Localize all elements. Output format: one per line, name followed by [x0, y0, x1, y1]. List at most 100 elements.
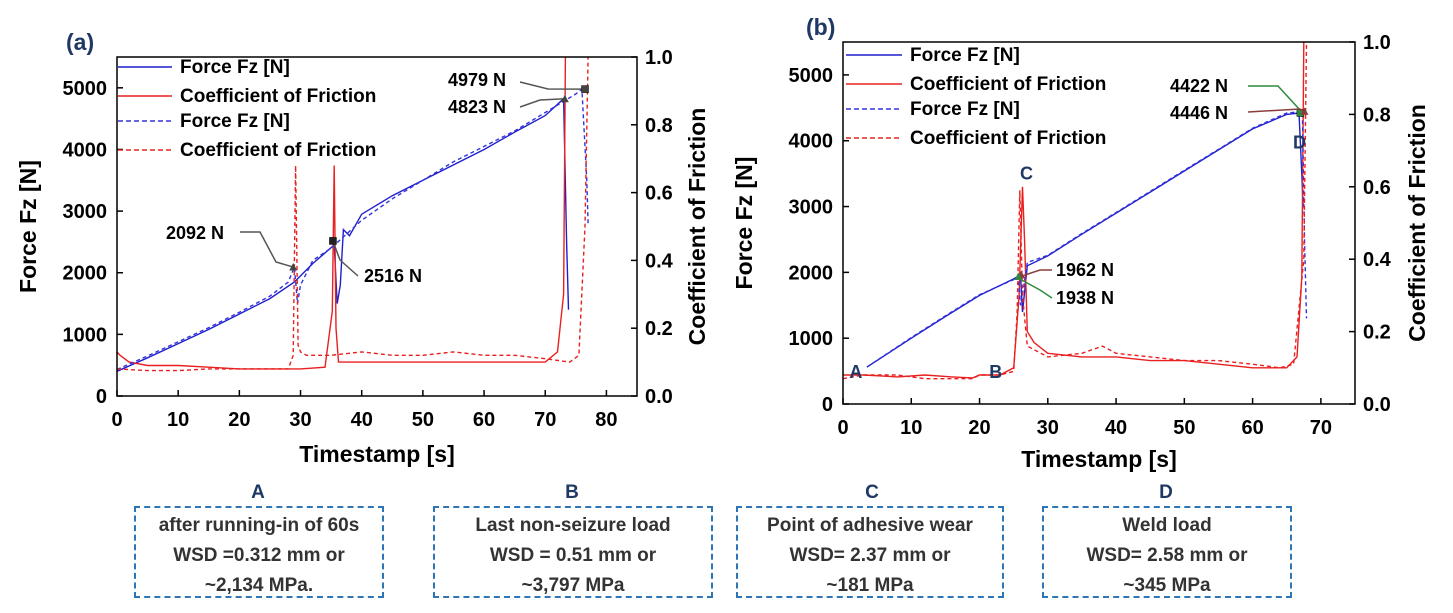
x-tick-label: 60: [1241, 417, 1263, 439]
box-a-letter: A: [251, 482, 265, 503]
annotation-marker: [560, 94, 569, 103]
y-tick-label-left: 0: [822, 394, 833, 416]
x-tick-label: 10: [167, 409, 189, 431]
x-axis-label: Timestamp [s]: [1021, 446, 1177, 472]
chart-panel-a: 0 10 20 30 40 50 60 70 80 0 1000 2000 3000 4000 5000 0.…: [15, 29, 710, 467]
box-c: Point of adhesive wear WSD= 2.37 mm or ~…: [736, 506, 1004, 598]
x-tick-label: 10: [900, 417, 922, 439]
x-tick-label: 30: [1037, 417, 1059, 439]
plot-frame: [842, 41, 1356, 405]
box-d-line-2: WSD= 2.58 mm or: [1086, 545, 1248, 566]
annotation-marker: [1300, 107, 1309, 115]
box-d-letter: D: [1159, 482, 1173, 503]
annotation-leader: [519, 97, 565, 108]
annotation-label: 1938 N: [1056, 288, 1114, 308]
annotation-leader: [1247, 108, 1305, 113]
y-tick-label-right: 0.2: [1363, 322, 1391, 344]
x-tick-label: 50: [1173, 417, 1195, 439]
y-tick-label-left: 3000: [789, 197, 834, 219]
y-tick-label-right: 0.8: [645, 115, 673, 137]
annotation-marker: [581, 85, 589, 93]
series-line-3: [117, 56, 589, 372]
box-d-line-3: ~345 MPa: [1123, 575, 1211, 596]
y-tick-label-right: 0.0: [1363, 394, 1391, 416]
box-c-line-2: WSD= 2.37 mm or: [789, 545, 951, 566]
series-line-3: [843, 41, 1308, 380]
series-line-0: [866, 112, 1304, 368]
x-tick-label: 0: [837, 417, 848, 439]
annotation-marker: [1014, 272, 1023, 280]
y-axis-label-right: Coefficient of Friction: [684, 108, 710, 346]
annotation-label: 4422 N: [1170, 76, 1228, 96]
box-d: Weld load WSD= 2.58 mm or ~345 MPa: [1042, 506, 1292, 598]
x-tick-label: 30: [289, 409, 311, 431]
x-tick-label: 20: [968, 417, 990, 439]
y-tick-label-left: 0: [96, 386, 107, 408]
x-tick-label: 60: [473, 409, 495, 431]
box-b-line-1: Last non-seizure load: [475, 515, 671, 536]
y-axis-label-left: Force Fz [N]: [731, 157, 757, 290]
point-label-b: B: [989, 362, 1002, 382]
box-d-line-1: Weld load: [1122, 515, 1212, 536]
series-line-1: [117, 56, 567, 370]
box-b-letter: B: [565, 482, 579, 503]
y-axis-label-left: Force Fz [N]: [15, 160, 41, 293]
x-tick-label: 0: [111, 409, 122, 431]
y-tick-label-left: 5000: [63, 78, 108, 100]
annotation-label: 4979 N: [448, 70, 506, 90]
plot-frame: [116, 56, 638, 397]
series-line-1: [843, 41, 1305, 379]
y-tick-label-right: 0.4: [645, 250, 674, 272]
annotation-label: 2092 N: [166, 223, 224, 243]
legend-entry: Force Fz [N]: [180, 111, 290, 132]
box-a-line-1: after running-in of 60s: [158, 515, 360, 536]
series-line-2: [866, 110, 1308, 368]
panel-tag: (a): [66, 29, 94, 55]
legend-entry: Force Fz [N]: [910, 45, 1020, 66]
y-tick-label-right: 0.2: [645, 318, 673, 340]
point-label-d: D: [1293, 133, 1306, 153]
annotation-marker: [289, 263, 298, 271]
series-line-0: [117, 97, 570, 372]
y-tick-label-left: 1000: [789, 328, 834, 350]
box-b-line-3: ~3,797 MPa: [521, 575, 625, 596]
x-tick-label: 70: [534, 409, 556, 431]
point-label-a: A: [849, 362, 862, 382]
legend-entry: Coefficient of Friction: [180, 140, 376, 161]
legend-entry: Force Fz [N]: [180, 57, 290, 78]
x-tick-label: 50: [412, 409, 434, 431]
y-tick-label-right: 0.6: [1363, 177, 1391, 199]
annotation-leader: [519, 81, 586, 90]
legend-entry: Coefficient of Friction: [910, 128, 1106, 149]
y-tick-label-left: 5000: [789, 65, 834, 87]
x-tick-label: 40: [351, 409, 373, 431]
point-label-c: C: [1020, 164, 1033, 184]
y-tick-label-right: 1.0: [645, 47, 673, 69]
y-tick-label-right: 1.0: [1363, 32, 1391, 54]
chart-panel-b: 0 10 20 30 40 50 60 70 0 1000 2000 3000 4000 5000 0.0 0…: [731, 14, 1430, 472]
y-tick-label-left: 2000: [789, 262, 834, 284]
box-a: after running-in of 60s WSD =0.312 mm or…: [134, 506, 384, 598]
box-a-line-2: WSD =0.312 mm or: [173, 545, 345, 566]
y-tick-label-left: 4000: [789, 131, 834, 153]
panel-tag: (b): [806, 14, 835, 40]
box-c-letter: C: [865, 482, 879, 503]
x-tick-label: 20: [228, 409, 250, 431]
annotation-label: 2516 N: [364, 266, 422, 286]
y-tick-label-left: 1000: [63, 324, 108, 346]
annotation-label: 4823 N: [448, 97, 506, 117]
x-axis-label: Timestamp [s]: [299, 441, 455, 467]
box-a-line-3: ~2,134 MPa.: [204, 575, 314, 596]
box-c-line-3: ~181 MPa: [826, 575, 914, 596]
legend-entry: Coefficient of Friction: [910, 74, 1106, 95]
y-tick-label-right: 0.0: [645, 386, 673, 408]
x-tick-label: 70: [1310, 417, 1332, 439]
box-b-line-2: WSD = 0.51 mm or: [489, 545, 657, 566]
y-tick-label-left: 4000: [63, 139, 108, 161]
y-tick-label-left: 2000: [63, 263, 108, 285]
annotation-leader: [332, 240, 359, 277]
y-tick-label-right: 0.8: [1363, 104, 1391, 126]
y-tick-label-left: 3000: [63, 201, 108, 223]
y-tick-label-right: 0.4: [1363, 249, 1392, 271]
